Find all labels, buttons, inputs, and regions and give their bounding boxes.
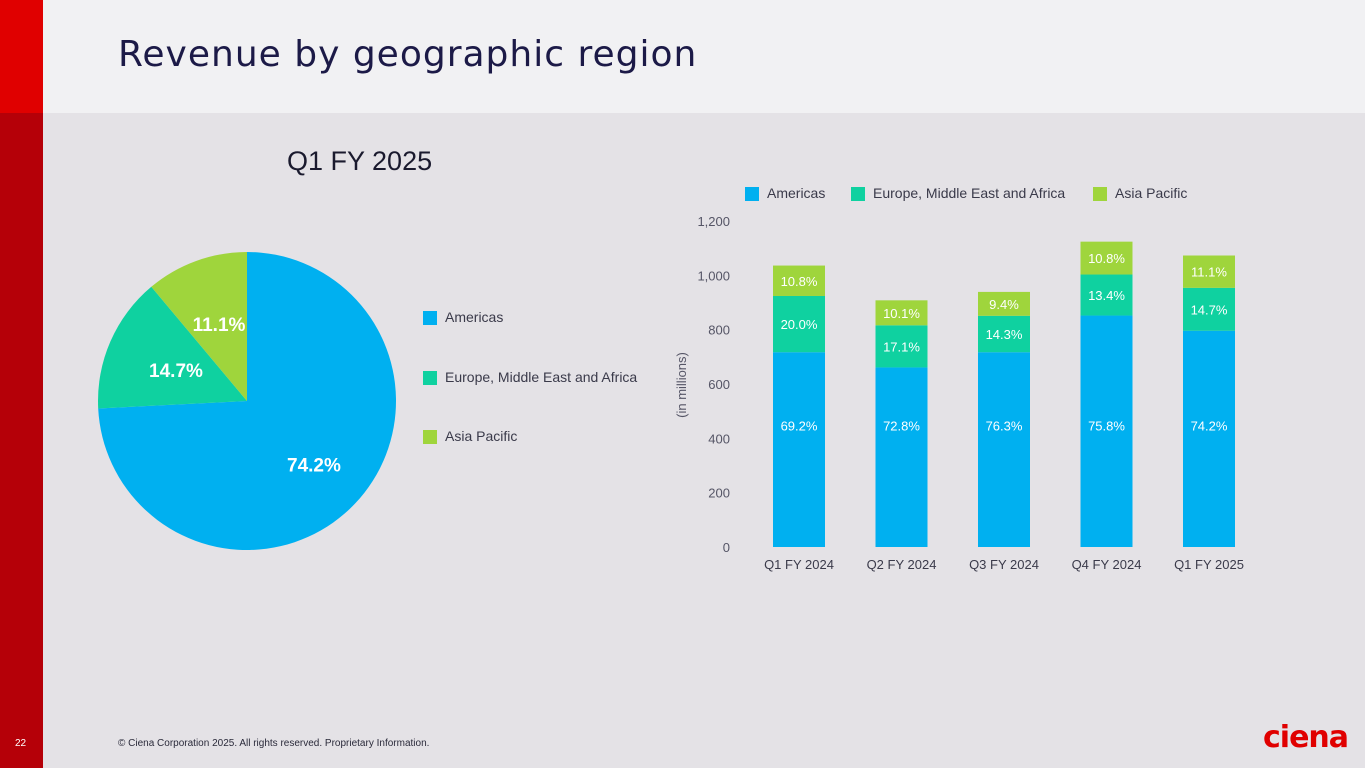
y-tick-label: 0 (723, 540, 730, 555)
legend-label: Asia Pacific (445, 428, 518, 444)
bar-data-label: 20.0% (781, 317, 818, 332)
bar-data-label: 76.3% (986, 419, 1023, 434)
x-tick-label: Q1 FY 2025 (1174, 557, 1244, 572)
legend-label: Europe, Middle East and Africa (873, 185, 1066, 201)
pie-label-americas: 74.2% (287, 456, 341, 477)
pie-chart-title: Q1 FY 2025 (287, 146, 433, 176)
bar-segment (875, 300, 928, 326)
legend-label: Europe, Middle East and Africa (445, 369, 638, 385)
stacked-bar-chart: 0 200 400 600 800 1,000 1,200 (in millions) 69.2… (674, 214, 1244, 572)
bar-segment (875, 325, 928, 368)
x-tick-label: Q1 FY 2024 (764, 557, 834, 572)
bar-segment (1183, 287, 1235, 331)
legend-swatch (423, 311, 437, 325)
bar-segment (773, 352, 825, 547)
brand-bar-top (0, 0, 43, 113)
bar-segment (1183, 255, 1235, 288)
bar-segment (978, 315, 1030, 353)
bar-data-label: 11.1% (1191, 265, 1227, 280)
bar-data-label: 75.8% (1088, 419, 1125, 434)
legend-swatch (423, 371, 437, 385)
bar-data-label: 14.3% (986, 327, 1023, 342)
bar-segment (1080, 241, 1133, 275)
legend-label: Asia Pacific (1115, 185, 1188, 201)
bar-segment (978, 352, 1030, 547)
y-tick-label: 600 (708, 377, 730, 392)
y-tick-label: 800 (708, 323, 730, 338)
bar-segment (1080, 315, 1133, 547)
pie-label-apac: 11.1% (193, 315, 246, 336)
pie-label-emea: 14.7% (149, 361, 203, 382)
bar-segment (1183, 330, 1235, 547)
header-band (43, 0, 1365, 113)
x-tick-label: Q4 FY 2024 (1072, 557, 1142, 572)
logo-wordmark: ciena (1263, 720, 1348, 752)
bar-segment (1080, 274, 1133, 316)
bar-data-label: 10.1% (883, 306, 920, 321)
page-title: Revenue by geographic region (118, 34, 698, 75)
y-tick-label: 400 (708, 431, 730, 446)
legend-swatch (1093, 187, 1107, 201)
pie-chart: 74.2% 14.7% 11.1% (98, 252, 396, 550)
y-tick-label: 1,200 (697, 214, 730, 229)
x-tick-label: Q2 FY 2024 (867, 557, 937, 572)
ciena-logo: ciena (1263, 720, 1349, 752)
bar-data-label: 74.2% (1191, 419, 1228, 434)
bar-segment (773, 265, 825, 296)
pie-slice-apac (151, 252, 247, 401)
pie-slice-americas (98, 252, 396, 550)
bar-data-label: 10.8% (781, 274, 818, 289)
legend-swatch (851, 187, 865, 201)
bar-data-label: 72.8% (883, 419, 920, 434)
bar-data-label: 13.4% (1088, 288, 1125, 303)
bar-data-label: 10.8% (1088, 251, 1125, 266)
bar-segment (773, 295, 825, 353)
y-tick-label: 1,000 (697, 268, 730, 283)
x-tick-label: Q3 FY 2024 (969, 557, 1039, 572)
bar-segment (875, 367, 928, 547)
legend-label: Americas (445, 309, 504, 325)
page-number: 22 (15, 738, 27, 749)
y-axis-label: (in millions) (674, 352, 689, 418)
bar-data-label: 17.1% (883, 339, 920, 354)
bar-data-label: 69.2% (781, 419, 818, 434)
brand-bar-bottom (0, 113, 43, 768)
legend-swatch (423, 430, 437, 444)
copyright-notice: © Ciena Corporation 2025. All rights res… (118, 738, 430, 749)
legend-swatch (745, 187, 759, 201)
bar-data-label: 9.4% (989, 297, 1019, 312)
y-tick-label: 200 (708, 486, 730, 501)
pie-slice-emea (98, 286, 247, 409)
legend-label: Americas (767, 185, 826, 201)
bar-data-label: 14.7% (1191, 302, 1228, 317)
bar-segment (978, 291, 1030, 316)
